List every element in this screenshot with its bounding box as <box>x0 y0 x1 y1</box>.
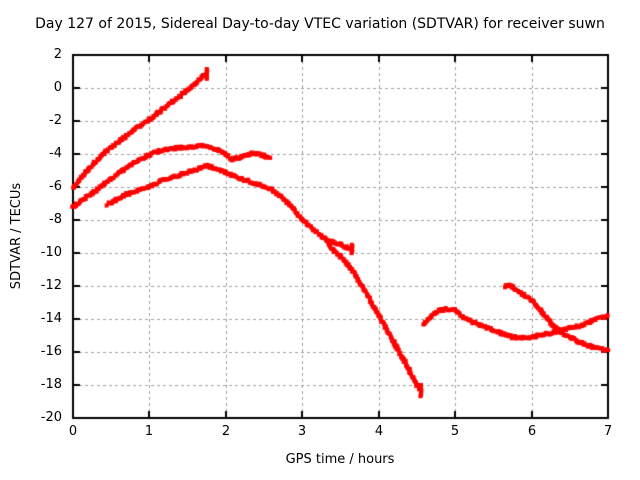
y-tick-label: -6 <box>49 179 62 194</box>
y-tick-label: -14 <box>40 311 62 326</box>
x-axis-label: GPS time / hours <box>285 452 395 467</box>
y-tick-label: -4 <box>49 146 62 161</box>
x-tick-label: 2 <box>221 424 231 439</box>
x-tick-label: 6 <box>527 424 537 439</box>
x-tick-label: 3 <box>297 424 307 439</box>
y-tick-label: -20 <box>40 410 62 425</box>
y-tick-label: 0 <box>53 80 62 95</box>
x-tick-label: 5 <box>450 424 460 439</box>
y-tick-label: 2 <box>53 47 62 62</box>
x-tick-label: 0 <box>68 424 78 439</box>
chart-title: Day 127 of 2015, Sidereal Day-to-day VTE… <box>35 16 605 32</box>
y-axis-label: SDTVAR / TECUs <box>9 182 24 290</box>
y-tick-label: -18 <box>40 377 62 392</box>
y-tick-label: -2 <box>49 113 62 128</box>
x-tick-label: 1 <box>144 424 154 439</box>
y-tick-label: -12 <box>40 278 62 293</box>
x-tick-label: 4 <box>374 424 384 439</box>
x-tick-label: 7 <box>603 424 613 439</box>
y-tick-label: -10 <box>40 245 62 260</box>
y-tick-label: -16 <box>40 344 62 359</box>
y-tick-label: -8 <box>49 212 62 227</box>
